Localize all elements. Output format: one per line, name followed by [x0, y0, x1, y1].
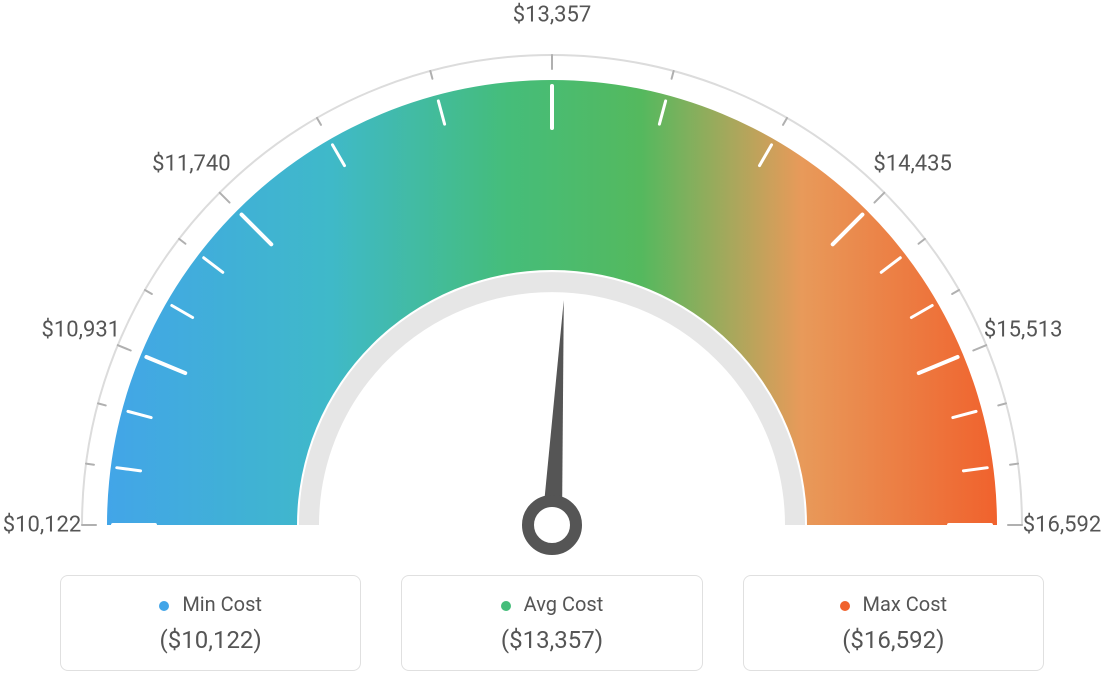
gauge-svg	[0, 0, 1104, 560]
max-cost-dot	[840, 601, 850, 611]
max-cost-card: Max Cost ($16,592)	[743, 575, 1044, 671]
min-cost-value: ($10,122)	[71, 626, 350, 654]
min-cost-dot	[159, 601, 169, 611]
gauge-tick-label: $14,435	[873, 152, 952, 177]
gauge-tick-label: $16,592	[1023, 513, 1102, 538]
min-cost-title: Min Cost	[71, 592, 350, 616]
avg-cost-card: Avg Cost ($13,357)	[401, 575, 702, 671]
gauge-tick-label: $10,931	[42, 317, 121, 342]
avg-cost-value: ($13,357)	[412, 626, 691, 654]
gauge-tick-label: $13,357	[513, 3, 592, 28]
gauge-tick-label: $10,122	[3, 513, 82, 538]
avg-cost-dot	[501, 601, 511, 611]
min-cost-card: Min Cost ($10,122)	[60, 575, 361, 671]
avg-cost-label: Avg Cost	[524, 592, 604, 616]
max-cost-value: ($16,592)	[754, 626, 1033, 654]
gauge-tick-label: $11,740	[152, 152, 231, 177]
max-cost-title: Max Cost	[754, 592, 1033, 616]
gauge-tick-label: $15,513	[984, 317, 1063, 342]
summary-cards: Min Cost ($10,122) Avg Cost ($13,357) Ma…	[60, 575, 1044, 671]
gauge-chart: $10,122 $10,931 $11,740 $13,357 $14,435 $15,5…	[0, 0, 1104, 560]
max-cost-label: Max Cost	[863, 592, 948, 616]
avg-cost-title: Avg Cost	[412, 592, 691, 616]
min-cost-label: Min Cost	[182, 592, 262, 616]
